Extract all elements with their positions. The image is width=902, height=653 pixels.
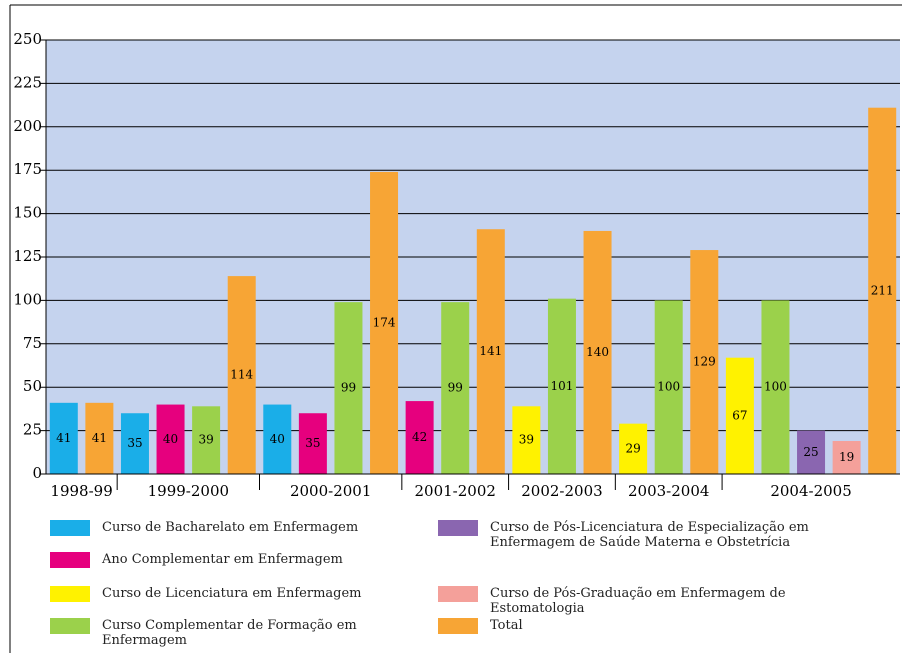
bar bbox=[797, 430, 826, 474]
value-label: 129 bbox=[693, 355, 716, 369]
y-tick-label: 100 bbox=[13, 290, 42, 308]
value-label: 99 bbox=[341, 381, 356, 395]
value-label: 41 bbox=[92, 431, 107, 445]
legend-label: Curso de Pós-Licenciatura de Especializa… bbox=[490, 520, 809, 550]
bar bbox=[619, 423, 648, 474]
legend-label: Curso Complementar de Formação em Enferm… bbox=[102, 618, 357, 648]
bar bbox=[405, 401, 434, 474]
bar bbox=[547, 298, 576, 474]
bar bbox=[725, 357, 754, 474]
value-label: 114 bbox=[230, 368, 253, 382]
legend-label: Ano Complementar em Enfermagem bbox=[102, 552, 343, 567]
value-label: 42 bbox=[412, 430, 427, 444]
y-tick-label: 225 bbox=[13, 73, 42, 91]
value-label: 211 bbox=[871, 283, 894, 297]
x-tick-label: 2000-2001 bbox=[290, 482, 371, 500]
legend-item: Total bbox=[438, 618, 858, 634]
legend-swatch bbox=[50, 618, 90, 634]
x-tick-label: 2003-2004 bbox=[628, 482, 709, 500]
y-tick-label: 50 bbox=[23, 377, 42, 395]
value-label: 174 bbox=[373, 315, 396, 329]
bar bbox=[370, 171, 399, 474]
y-tick-label: 25 bbox=[23, 421, 42, 439]
y-tick-label: 75 bbox=[23, 334, 42, 352]
value-label: 100 bbox=[764, 380, 787, 394]
legend: Curso de Bacharelato em Enfermagem Ano Co… bbox=[50, 520, 900, 650]
value-label: 99 bbox=[448, 381, 463, 395]
legend-swatch bbox=[50, 552, 90, 568]
legend-item: Curso de Pós-Licenciatura de Especializa… bbox=[438, 520, 858, 550]
bar bbox=[298, 413, 327, 474]
bar bbox=[654, 300, 683, 474]
value-label: 41 bbox=[56, 431, 71, 445]
y-tick-label: 0 bbox=[32, 464, 42, 482]
legend-item: Curso Complementar de Formação em Enferm… bbox=[50, 618, 430, 648]
x-tick-label: 2004-2005 bbox=[770, 482, 851, 500]
y-tick-label: 200 bbox=[13, 117, 42, 135]
legend-swatch bbox=[50, 586, 90, 602]
bar bbox=[583, 230, 612, 474]
bar bbox=[263, 404, 292, 474]
legend-item: Curso de Pós-Graduação em Enfermagem de … bbox=[438, 586, 858, 616]
legend-swatch bbox=[438, 586, 478, 602]
value-label: 100 bbox=[657, 380, 680, 394]
bar bbox=[512, 406, 541, 474]
bar bbox=[192, 406, 221, 474]
x-tick-label: 2001-2002 bbox=[414, 482, 495, 500]
legend-item: Curso de Bacharelato em Enfermagem bbox=[50, 520, 430, 536]
value-label: 19 bbox=[839, 450, 854, 464]
bar bbox=[334, 302, 363, 474]
bar bbox=[120, 413, 149, 474]
value-label: 35 bbox=[127, 436, 142, 450]
value-label: 40 bbox=[270, 432, 285, 446]
bar bbox=[49, 402, 78, 474]
value-label: 29 bbox=[625, 441, 640, 455]
legend-item: Curso de Licenciatura em Enfermagem bbox=[50, 586, 430, 602]
value-label: 39 bbox=[198, 433, 213, 447]
legend-label: Curso de Pós-Graduação em Enfermagem de … bbox=[490, 586, 786, 616]
x-tick-label: 2002-2003 bbox=[521, 482, 602, 500]
legend-item: Ano Complementar em Enfermagem bbox=[50, 552, 430, 568]
bar bbox=[690, 250, 719, 474]
bar bbox=[761, 300, 790, 474]
legend-swatch bbox=[50, 520, 90, 536]
legend-label: Curso de Bacharelato em Enfermagem bbox=[102, 520, 359, 535]
bar bbox=[868, 107, 897, 474]
bar bbox=[85, 402, 114, 474]
x-tick-label: 1999-2000 bbox=[148, 482, 229, 500]
value-label: 141 bbox=[479, 344, 502, 358]
bar bbox=[441, 302, 470, 474]
y-tick-label: 125 bbox=[13, 247, 42, 265]
legend-label: Total bbox=[490, 618, 523, 633]
value-label: 35 bbox=[305, 436, 320, 450]
value-label: 140 bbox=[586, 345, 609, 359]
x-tick-label: 1998-99 bbox=[50, 482, 112, 500]
y-tick-label: 250 bbox=[13, 30, 42, 48]
value-label: 25 bbox=[803, 445, 818, 459]
y-tick-label: 150 bbox=[13, 204, 42, 222]
value-label: 40 bbox=[163, 432, 178, 446]
value-label: 101 bbox=[551, 379, 574, 393]
legend-swatch bbox=[438, 618, 478, 634]
y-tick-label: 175 bbox=[13, 160, 42, 178]
bar bbox=[476, 229, 505, 474]
legend-label: Curso de Licenciatura em Enfermagem bbox=[102, 586, 362, 601]
bar bbox=[832, 441, 861, 474]
bar bbox=[227, 276, 256, 474]
value-label: 39 bbox=[519, 433, 534, 447]
value-label: 67 bbox=[732, 408, 747, 422]
bar bbox=[156, 404, 185, 474]
legend-swatch bbox=[438, 520, 478, 536]
